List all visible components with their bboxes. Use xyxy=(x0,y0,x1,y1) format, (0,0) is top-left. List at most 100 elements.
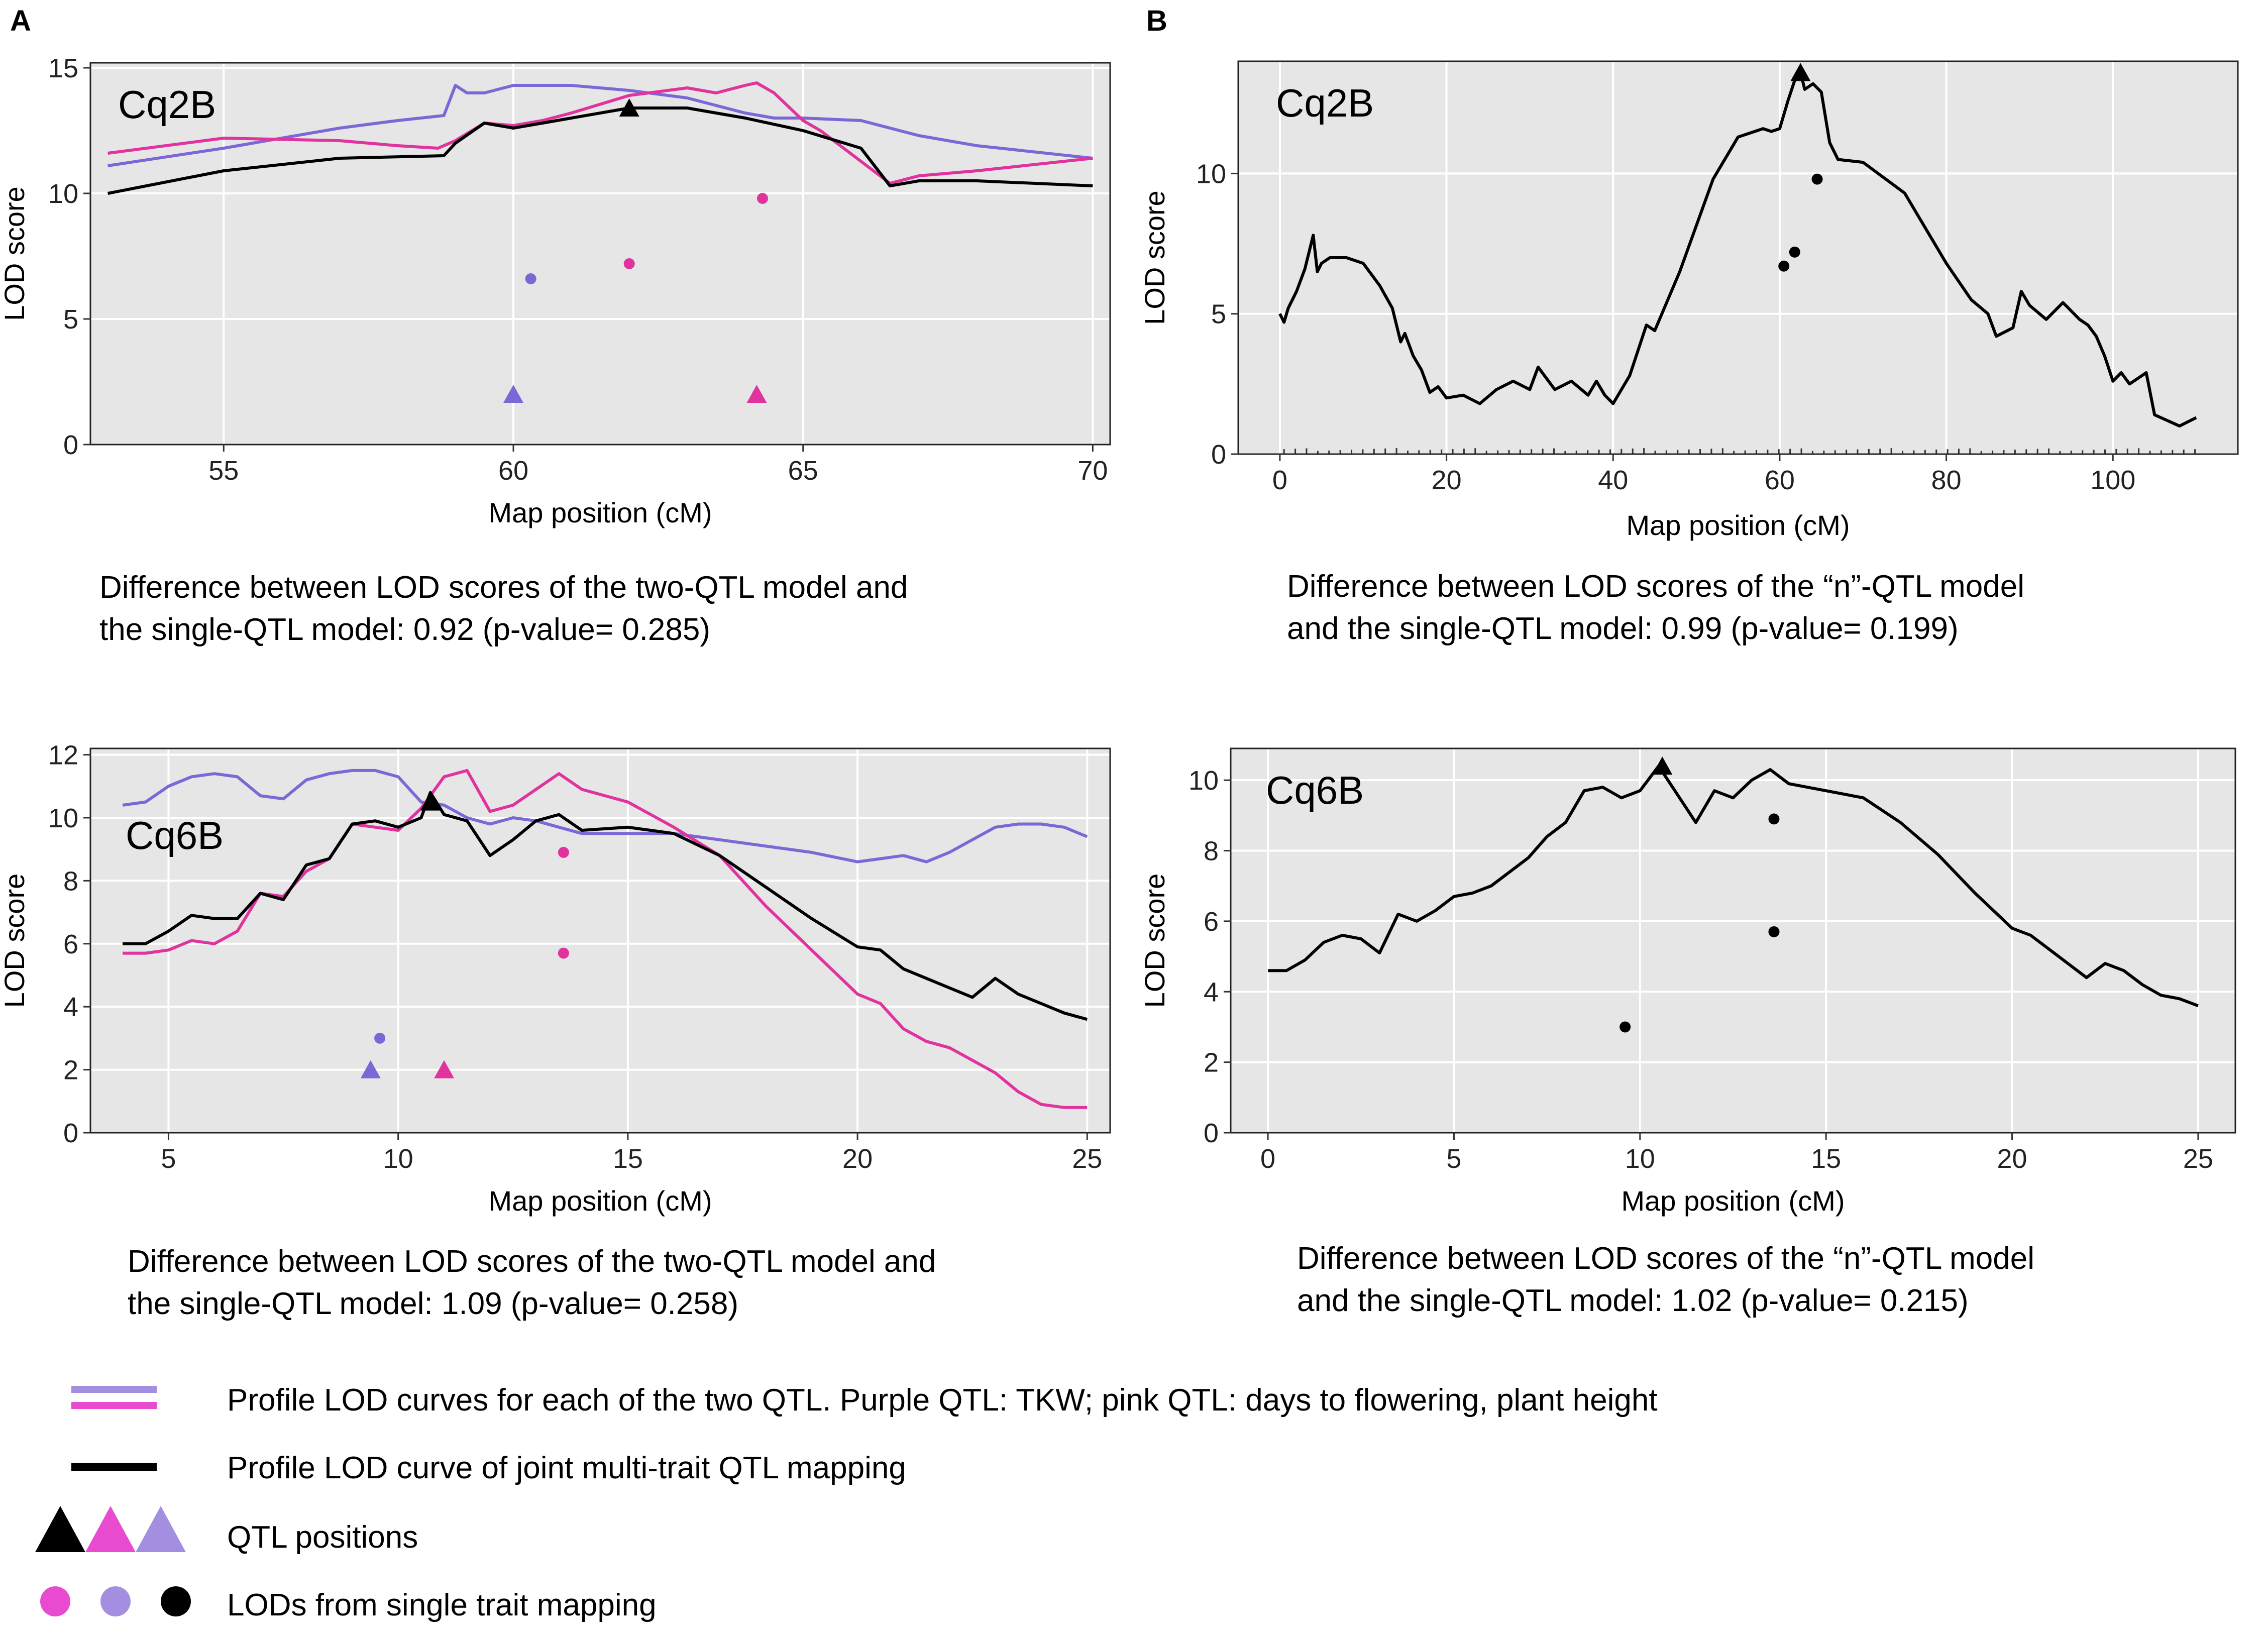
caption-a-cq2b: Difference between LOD scores of the two… xyxy=(99,567,908,651)
caption-line: Difference between LOD scores of the “n”… xyxy=(1297,1241,2034,1276)
x-axis-label: Map position (cM) xyxy=(488,1185,712,1217)
qtl-position-triangle xyxy=(434,1060,455,1078)
y-tick-label: 6 xyxy=(1204,907,1219,937)
legend-swatch-joint-curve xyxy=(71,1463,157,1471)
qtl-position-triangle xyxy=(420,792,441,811)
legend-profile-curves-label: Profile LOD curves for each of the two Q… xyxy=(227,1383,1658,1418)
x-tick-label: 25 xyxy=(2183,1144,2213,1174)
caption-line: and the single-QTL model: 0.99 (p-value=… xyxy=(1287,611,1959,646)
y-tick-label: 0 xyxy=(1211,440,1226,470)
plot-border xyxy=(1230,747,2236,1134)
legend-single-trait-label: LODs from single trait mapping xyxy=(227,1588,657,1622)
x-tick-label: 15 xyxy=(1811,1144,1841,1174)
plot-background xyxy=(90,63,1110,445)
x-tick-label: 80 xyxy=(1931,465,1962,495)
single-trait-lod-point xyxy=(1768,813,1780,825)
series-line-pink xyxy=(107,81,1093,185)
plot-border xyxy=(89,62,1111,446)
plot-background xyxy=(1238,61,2238,454)
single-trait-lod-point xyxy=(623,258,635,269)
qtl-position-triangle xyxy=(619,98,639,117)
y-tick-label: 15 xyxy=(48,53,78,83)
caption-line: the single-QTL model: 0.92 (p-value= 0.2… xyxy=(99,612,710,647)
y-axis-label: LOD score xyxy=(0,186,30,321)
legend-black-dot-icon xyxy=(161,1586,191,1616)
x-tick-label: 70 xyxy=(1077,456,1108,486)
x-axis-label: Map position (cM) xyxy=(488,497,712,528)
panel-label-a: A xyxy=(10,5,31,37)
y-tick-label: 10 xyxy=(1189,766,1219,796)
legend-qtl-positions-label: QTL positions xyxy=(227,1520,418,1555)
x-tick-label: 20 xyxy=(842,1144,873,1174)
single-trait-lod-point xyxy=(1619,1021,1631,1033)
y-tick-label: 10 xyxy=(1196,159,1226,189)
single-trait-lod-point xyxy=(1789,246,1800,258)
x-tick-label: 5 xyxy=(1446,1144,1461,1174)
legend-purple-triangle-icon xyxy=(136,1506,186,1552)
single-trait-lod-point xyxy=(1778,260,1790,272)
legend-joint-curve-label: Profile LOD curve of joint multi-trait Q… xyxy=(227,1451,906,1485)
single-trait-lod-point xyxy=(374,1032,386,1044)
legend-pink-triangle-icon xyxy=(85,1506,136,1552)
legend-black-triangle-icon xyxy=(35,1506,85,1552)
single-trait-lod-point xyxy=(1811,173,1823,185)
caption-line: and the single-QTL model: 1.02 (p-value=… xyxy=(1297,1283,1969,1318)
legend-swatch-single-trait xyxy=(40,1586,191,1616)
y-tick-label: 6 xyxy=(63,929,78,959)
chart-title: Cq2B xyxy=(118,82,216,127)
x-axis-label: Map position (cM) xyxy=(1621,1185,1845,1217)
series-line-purple xyxy=(107,84,1093,167)
x-tick-label: 40 xyxy=(1598,465,1628,495)
chart-title: Cq2B xyxy=(1276,81,1374,125)
y-tick-label: 5 xyxy=(1211,299,1226,330)
caption-line: Difference between LOD scores of the two… xyxy=(128,1244,936,1279)
y-axis-label: LOD score xyxy=(1140,190,1170,325)
y-tick-label: 10 xyxy=(48,179,78,209)
caption-line: the single-QTL model: 1.09 (p-value= 0.2… xyxy=(128,1286,738,1321)
x-tick-label: 25 xyxy=(1072,1144,1102,1174)
chart-title: Cq6B xyxy=(126,813,224,857)
y-tick-label: 0 xyxy=(63,430,78,460)
caption-a-cq6b: Difference between LOD scores of the two… xyxy=(128,1241,936,1325)
x-tick-label: 60 xyxy=(1765,465,1795,495)
legend-swatch-profile-curves xyxy=(71,1386,157,1409)
plot-border xyxy=(89,747,1111,1134)
y-axis-label: LOD score xyxy=(1140,874,1170,1008)
x-tick-label: 100 xyxy=(2090,465,2135,495)
chart-b-cq6b: 0 5 10 15 20 25 0 2 4 6 8 10 Cq6B Map position (cM) LO… xyxy=(1140,747,2236,1217)
x-tick-label: 20 xyxy=(1997,1144,2027,1174)
y-tick-label: 2 xyxy=(63,1055,78,1086)
series-line-black xyxy=(1278,71,2197,428)
qtl-position-triangle xyxy=(1652,756,1673,775)
qtl-position-triangle xyxy=(746,385,767,403)
y-tick-label: 0 xyxy=(1204,1118,1219,1148)
y-tick-label: 0 xyxy=(63,1118,78,1148)
chart-a-cq2b: 55 60 65 70 0 5 10 15 Cq2B Map position (cM) LOD s… xyxy=(0,53,1111,528)
x-tick-label: 5 xyxy=(161,1144,176,1174)
x-tick-label: 55 xyxy=(208,456,239,486)
y-tick-label: 4 xyxy=(1204,977,1219,1007)
chart-a-cq6b: 5 10 15 20 25 0 2 4 6 8 10 12 Cq6B Map position (cM) L… xyxy=(0,740,1111,1217)
chart-b-cq2b: 0 20 40 60 80 100 0 5 10 Cq2B Map position (cM) LOD… xyxy=(1140,60,2239,541)
x-tick-label: 65 xyxy=(788,456,818,486)
qtl-position-triangle xyxy=(1790,63,1811,81)
y-tick-label: 8 xyxy=(1204,836,1219,866)
chart-title: Cq6B xyxy=(1266,768,1364,812)
legend-purple-dot-icon xyxy=(100,1586,131,1616)
single-trait-lod-point xyxy=(525,273,536,284)
x-axis-label: Map position (cM) xyxy=(1626,509,1850,541)
legend-swatch-qtl-triangles xyxy=(35,1506,186,1552)
single-trait-lod-point xyxy=(1768,926,1780,937)
y-tick-label: 2 xyxy=(1204,1048,1219,1078)
caption-line: Difference between LOD scores of the “n”… xyxy=(1287,569,2024,604)
series-line-black xyxy=(123,791,1088,1021)
y-axis-label: LOD score xyxy=(0,874,30,1008)
legend-pink-dot-icon xyxy=(40,1586,70,1616)
y-tick-label: 8 xyxy=(63,866,78,896)
y-tick-label: 5 xyxy=(63,304,78,335)
caption-line: Difference between LOD scores of the two… xyxy=(99,570,908,605)
caption-b-cq2b: Difference between LOD scores of the “n”… xyxy=(1287,566,2024,650)
panel-label-b: B xyxy=(1146,5,1167,37)
y-tick-label: 12 xyxy=(48,740,78,771)
x-tick-label: 0 xyxy=(1272,465,1287,495)
